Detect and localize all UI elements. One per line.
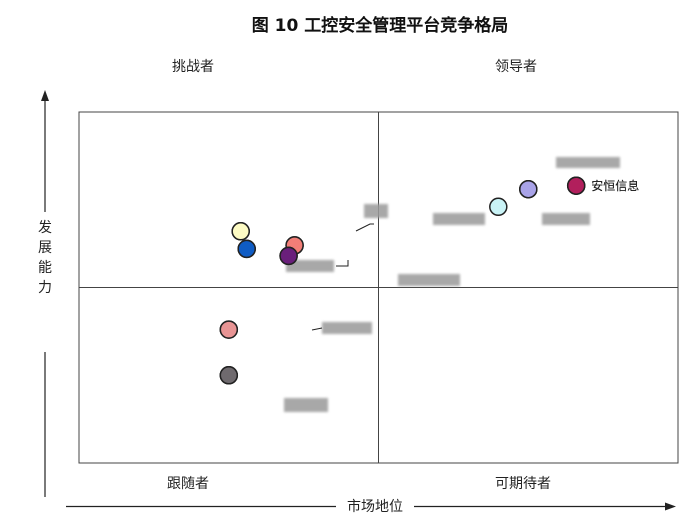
quadrant-label-challenger: 挑战者 — [172, 59, 214, 75]
quadrant-label-promising: 可期待者 — [495, 476, 551, 492]
x-axis-label: 市场地位 — [347, 498, 403, 515]
redacted-label — [364, 204, 388, 218]
data-point — [219, 320, 239, 339]
redacted-label — [322, 322, 372, 334]
redacted-label — [398, 274, 460, 286]
redacted-labels — [284, 157, 620, 412]
redacted-label — [542, 213, 590, 225]
quadrant-label-leader: 领导者 — [495, 59, 537, 75]
data-point — [279, 246, 298, 266]
leader-line — [311, 327, 323, 331]
quadrant-label-follower: 跟随者 — [167, 476, 209, 492]
chart-title: 图 10 工控安全管理平台竞争格局 — [252, 15, 509, 36]
data-point — [237, 239, 256, 259]
data-point — [219, 366, 239, 385]
data-point — [489, 197, 508, 217]
leader-line — [336, 260, 349, 267]
redacted-label — [556, 157, 620, 168]
leader-line — [355, 223, 374, 232]
y-axis-arrowhead — [41, 90, 49, 101]
x-axis-arrowhead — [665, 502, 676, 511]
point-label: 安恒信息 — [591, 178, 639, 193]
leader-lines — [311, 223, 374, 331]
data-point — [519, 179, 538, 199]
redacted-label — [284, 398, 328, 412]
y-axis-label: 发展能力 — [38, 220, 52, 296]
point-label: 安恒信息 — [591, 178, 639, 193]
data-point — [566, 176, 586, 195]
x-axis-label-background — [336, 496, 414, 516]
redacted-label — [433, 213, 485, 225]
redacted-label — [286, 260, 334, 272]
data-point — [231, 222, 250, 241]
